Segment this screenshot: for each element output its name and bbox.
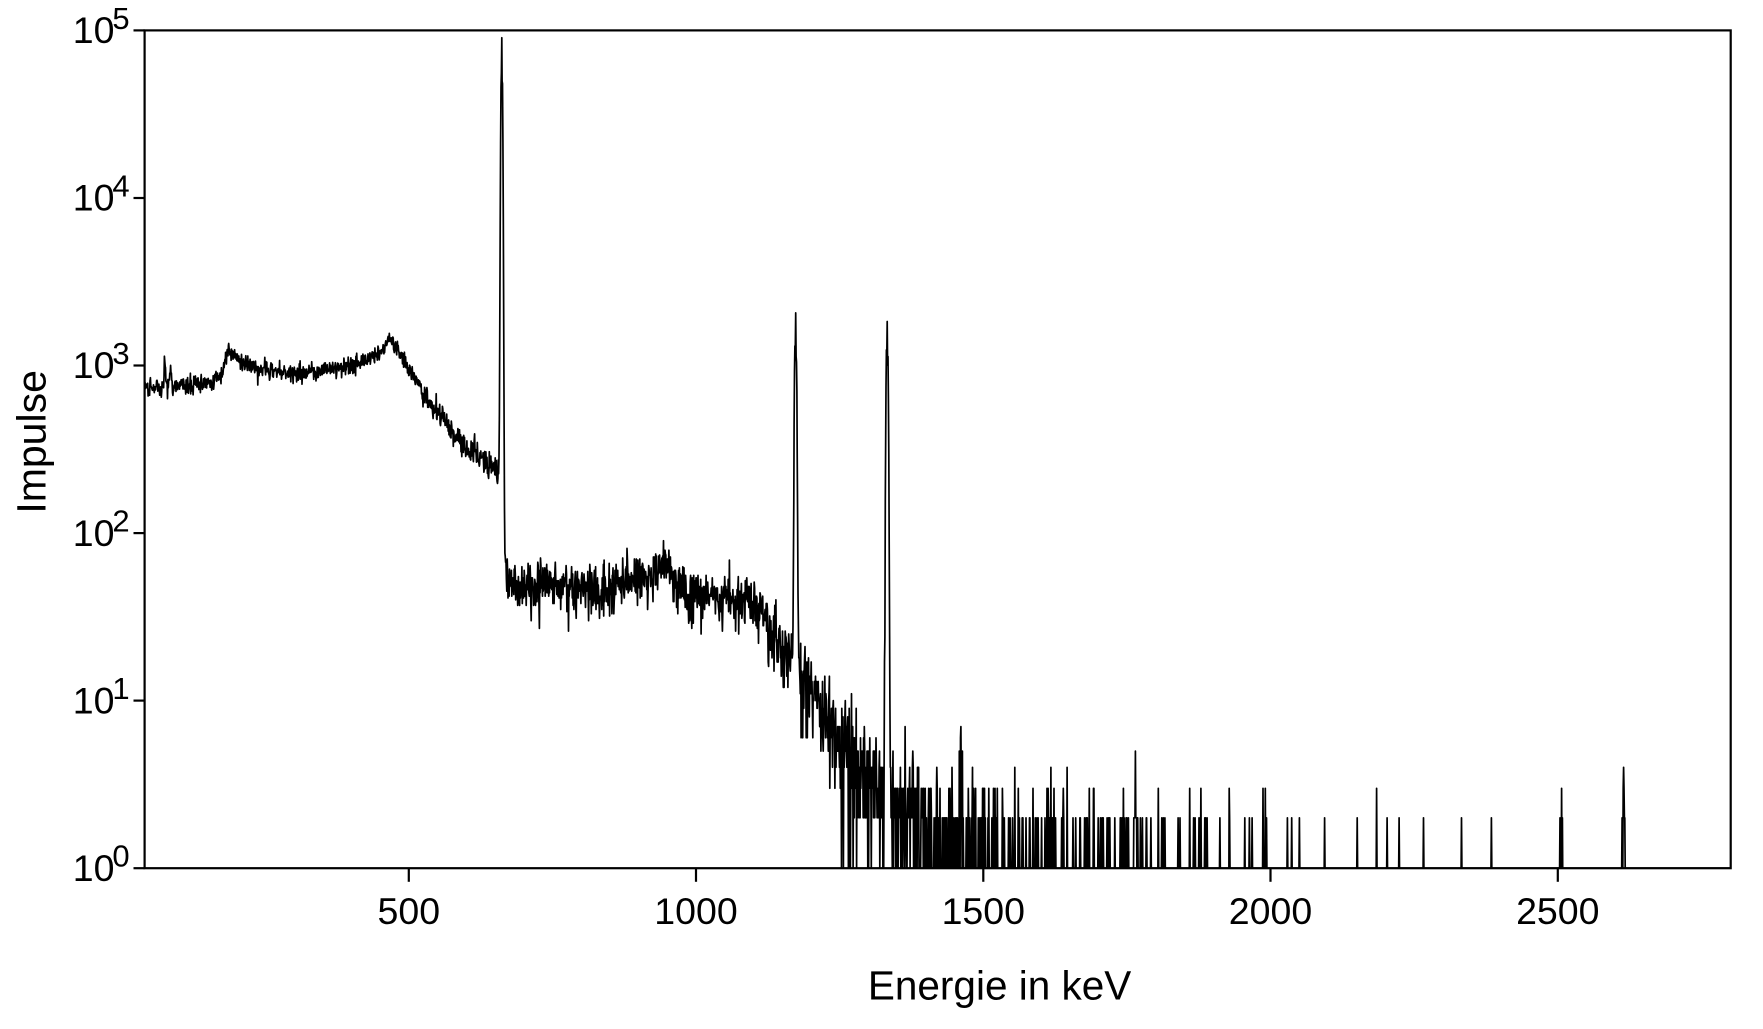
svg-text:Impulse: Impulse — [9, 370, 55, 514]
svg-text:2000: 2000 — [1229, 890, 1312, 932]
svg-text:10: 10 — [73, 847, 115, 889]
svg-text:1500: 1500 — [942, 890, 1025, 932]
svg-text:1: 1 — [112, 671, 129, 706]
svg-text:4: 4 — [112, 169, 129, 204]
svg-text:10: 10 — [73, 177, 115, 219]
svg-text:1000: 1000 — [654, 890, 737, 932]
svg-text:2: 2 — [112, 504, 129, 539]
svg-text:10: 10 — [73, 512, 115, 554]
svg-text:10: 10 — [73, 9, 115, 51]
svg-text:5: 5 — [112, 1, 129, 36]
svg-text:Energie in keV: Energie in keV — [868, 963, 1131, 1009]
svg-text:2500: 2500 — [1516, 890, 1599, 932]
svg-text:3: 3 — [112, 336, 129, 371]
svg-text:10: 10 — [73, 344, 115, 386]
svg-text:10: 10 — [73, 679, 115, 721]
svg-text:0: 0 — [112, 839, 129, 874]
svg-text:500: 500 — [378, 890, 441, 932]
